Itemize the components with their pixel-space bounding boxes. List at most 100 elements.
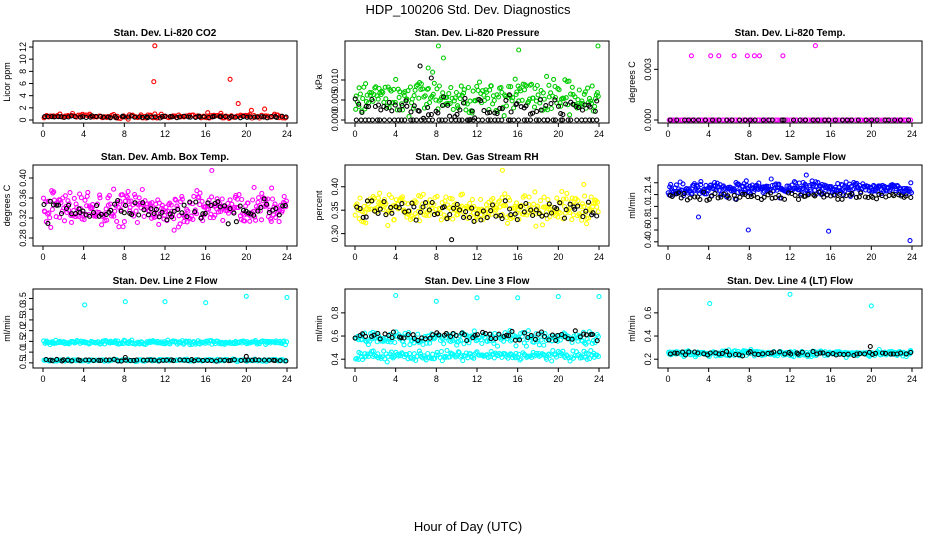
data-point: [570, 212, 576, 218]
data-point: [526, 194, 532, 200]
data-point: [390, 329, 396, 335]
data-point: [869, 117, 875, 123]
data-point: [219, 196, 225, 202]
data-point: [274, 114, 280, 121]
data-point: [777, 349, 783, 355]
panel-title: Stan. Dev. Line 3 Flow: [425, 276, 530, 287]
data-point: [424, 340, 430, 346]
data-point: [240, 207, 247, 213]
data-point: [554, 195, 560, 201]
data-point: [426, 207, 432, 213]
data-point: [581, 331, 587, 337]
data-point: [362, 333, 369, 339]
data-point: [797, 117, 803, 123]
data-point: [684, 117, 690, 123]
data-point: [853, 194, 859, 200]
data-point: [435, 110, 441, 116]
data-point: [821, 194, 827, 200]
x-tick-label: 16: [513, 129, 523, 139]
data-point: [453, 332, 459, 338]
data-point: [769, 195, 775, 201]
data-point: [457, 337, 464, 343]
data-point: [575, 198, 581, 204]
y-tick-label: 12: [18, 42, 28, 52]
data-point: [512, 76, 518, 82]
data-point: [488, 83, 494, 89]
data-point: [805, 352, 811, 358]
data-point: [377, 190, 383, 196]
data-point: [674, 117, 680, 123]
data-point: [803, 183, 809, 189]
data-point: [420, 191, 426, 197]
data-point: [487, 109, 493, 115]
data-point: [678, 195, 684, 201]
data-point: [587, 104, 593, 110]
data-point-outlier: [122, 354, 128, 361]
data-point: [888, 351, 894, 357]
data-point: [480, 216, 486, 223]
data-point: [673, 182, 679, 188]
data-point: [352, 212, 358, 218]
data-point: [543, 204, 549, 210]
data-point: [259, 190, 265, 196]
data-point: [173, 197, 179, 203]
data-point: [360, 209, 366, 215]
data-points: [666, 43, 914, 123]
x-tick-label: 4: [393, 374, 398, 384]
data-point: [268, 216, 274, 222]
data-point: [80, 208, 86, 214]
data-point: [584, 221, 590, 227]
data-point: [876, 117, 883, 123]
data-point: [499, 216, 505, 222]
data-point: [438, 348, 444, 355]
x-tick-label: 24: [594, 374, 604, 384]
series-secondary: [352, 328, 600, 344]
data-point: [441, 341, 447, 347]
data-point: [680, 349, 686, 355]
y-tick-label: 0.30: [330, 225, 340, 243]
data-point: [497, 105, 503, 111]
data-point: [472, 332, 478, 338]
data-point: [811, 192, 817, 198]
data-point: [508, 84, 514, 90]
data-point: [353, 106, 359, 112]
data-point: [523, 200, 529, 207]
data-point: [488, 336, 494, 342]
data-point: [541, 342, 547, 348]
data-point: [249, 357, 255, 363]
data-point: [563, 95, 569, 101]
data-point: [480, 329, 486, 335]
data-point: [554, 206, 560, 212]
x-tick-label: 16: [513, 374, 523, 384]
chart-panel-4: Stan. Dev. Amb. Box Temp. degrees C 0 4 8 12 1…: [2, 152, 298, 262]
data-point: [587, 117, 593, 123]
data-point: [471, 218, 477, 224]
data-point: [552, 94, 559, 101]
data-point: [579, 98, 585, 104]
data-point: [478, 217, 484, 223]
data-point: [489, 202, 496, 208]
data-point: [552, 97, 558, 103]
data-point: [518, 356, 524, 362]
data-point-outlier: [122, 299, 128, 305]
data-point: [391, 217, 397, 223]
data-point: [595, 209, 601, 215]
data-point: [407, 342, 413, 348]
data-point: [394, 107, 400, 113]
data-point: [481, 92, 487, 98]
data-point: [225, 221, 231, 227]
data-point: [67, 190, 73, 196]
data-point: [399, 194, 406, 200]
data-point: [367, 90, 373, 96]
data-point: [456, 117, 462, 123]
chart-panel-8: Stan. Dev. Line 3 Flow ml/min 0 4 8 12 16 20 24 0…: [314, 276, 610, 384]
data-point: [413, 217, 419, 223]
data-point: [58, 210, 65, 217]
data-point-outlier: [595, 43, 601, 49]
data-point: [392, 99, 398, 105]
data-point: [112, 208, 118, 214]
data-point: [411, 351, 417, 357]
data-point: [360, 95, 366, 102]
data-point: [576, 87, 582, 93]
data-point: [460, 358, 466, 364]
